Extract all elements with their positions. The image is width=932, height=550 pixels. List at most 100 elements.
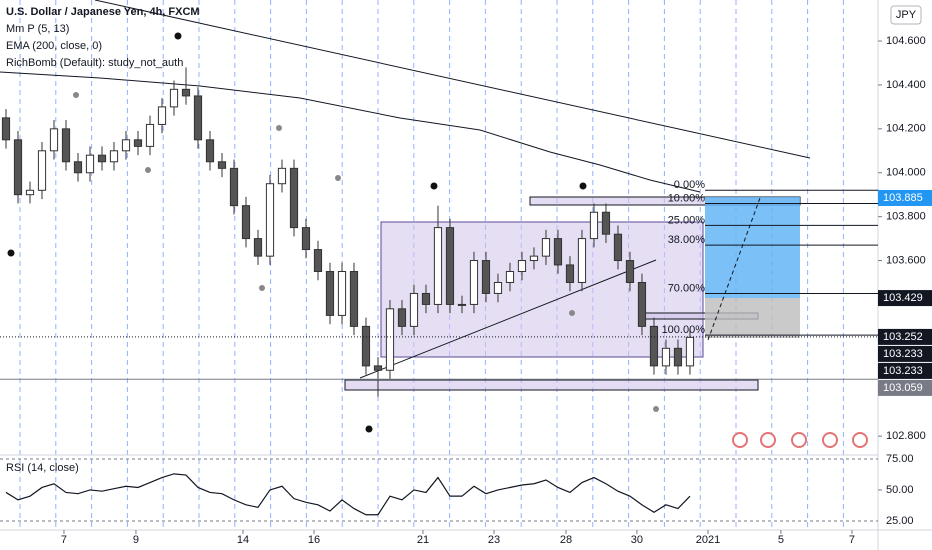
price-label-bg	[878, 290, 932, 307]
candle-body	[673, 347, 683, 367]
candle-body	[61, 128, 71, 163]
candle-body	[277, 167, 287, 185]
candle-body	[181, 88, 191, 97]
candle-body	[505, 271, 515, 283]
candle-body	[613, 233, 623, 262]
dot	[335, 175, 341, 181]
y-tick-label: 102.800	[886, 430, 926, 442]
indicator-label: EMA (200, close, 0)	[6, 40, 102, 52]
chart-title: U.S. Dollar / Japanese Yen, 4h, FXCM	[6, 6, 200, 18]
y-tick-label: 103.800	[886, 211, 926, 223]
support-zone	[344, 379, 759, 391]
candle-body	[481, 260, 491, 294]
candle-body	[469, 260, 479, 305]
projection-line	[707, 197, 761, 341]
price-label-bg	[878, 362, 932, 379]
price-label: 103.233	[883, 365, 923, 377]
x-tick-label: 16	[308, 534, 320, 546]
candle-body	[301, 227, 311, 251]
candle-body	[685, 336, 695, 367]
candle-body	[241, 205, 251, 240]
dot	[73, 92, 79, 98]
x-tick-label: 21	[417, 534, 429, 546]
rsi-tick-label: 75.00	[886, 453, 914, 465]
plot	[1, 67, 695, 397]
candle-body	[349, 271, 359, 327]
trend-line	[359, 259, 657, 379]
x-tick-label: 14	[237, 534, 249, 546]
x-tick-label: 28	[560, 534, 572, 546]
candle-body	[541, 238, 551, 257]
candle-body	[229, 167, 239, 207]
fib-label: 0.00%	[674, 179, 705, 191]
candle-body	[421, 292, 431, 305]
currency-button[interactable]	[890, 5, 922, 25]
trend-line	[94, 0, 811, 159]
price-label: 103.885	[883, 192, 923, 204]
candle-body	[193, 95, 203, 141]
indicator-label: RichBomb (Default): study_not_auth	[6, 57, 183, 69]
indicator-label: Mm P (5, 13)	[6, 23, 69, 35]
candle-body	[169, 88, 179, 108]
dot	[145, 167, 151, 173]
price-label: 103.252	[883, 331, 923, 343]
candle-body	[253, 238, 263, 257]
dot	[653, 406, 659, 412]
price-label: 103.233	[883, 348, 923, 360]
price-label-bg	[878, 328, 932, 345]
candle-body	[49, 128, 59, 152]
fib-label: 38.00%	[668, 234, 706, 246]
fib-label: 70.00%	[668, 282, 706, 294]
price-label-bg	[878, 379, 932, 396]
position-stop	[705, 298, 800, 338]
event-icon	[822, 432, 838, 448]
candle-body	[217, 161, 227, 169]
y-tick-label: 103.600	[886, 254, 926, 266]
x-tick-label: 23	[488, 534, 500, 546]
candle-body	[433, 227, 443, 305]
price-label: 103.429	[883, 292, 923, 304]
candle-body	[601, 211, 611, 235]
event-icon	[732, 432, 748, 448]
dot	[7, 249, 15, 257]
candle-body	[337, 271, 347, 316]
candle-body	[37, 150, 47, 191]
candle-body	[445, 227, 455, 305]
event-icons	[732, 432, 868, 448]
price-label-bg	[878, 189, 932, 206]
indicator-dots	[7, 32, 659, 433]
event-icon	[852, 432, 868, 448]
candle-body	[493, 281, 503, 294]
candle-body	[109, 150, 119, 163]
x-tick-label: 9	[133, 534, 139, 546]
candle-body	[265, 183, 275, 257]
candle-body	[313, 249, 323, 273]
rsi-line	[5, 473, 691, 516]
candle-body	[133, 139, 143, 147]
candle-body	[97, 154, 107, 163]
fib-label: 100.00%	[662, 324, 706, 336]
candle-body	[1, 117, 11, 141]
candle-body	[325, 271, 335, 316]
candle-body	[385, 308, 395, 371]
x-tick-label: 7	[849, 534, 855, 546]
price-label-bg	[878, 345, 932, 362]
candle-body	[25, 189, 35, 196]
rsi-title: RSI (14, close)	[6, 462, 79, 474]
dot	[276, 125, 282, 131]
rsi-tick-label: 25.00	[886, 515, 914, 527]
candle-body	[553, 238, 563, 266]
candle-body	[625, 260, 635, 283]
x-tick-label: 30	[631, 534, 643, 546]
candle-body	[145, 123, 155, 147]
event-icon	[760, 432, 776, 448]
candle-body	[85, 154, 95, 174]
price-label: 103.059	[883, 382, 923, 394]
y-tick-label: 104.000	[886, 167, 926, 179]
candle-body	[121, 139, 131, 152]
candle-body	[397, 308, 407, 327]
candle-body	[577, 238, 587, 283]
fib-label: 10.00%	[668, 192, 706, 204]
candle-body	[649, 325, 659, 367]
